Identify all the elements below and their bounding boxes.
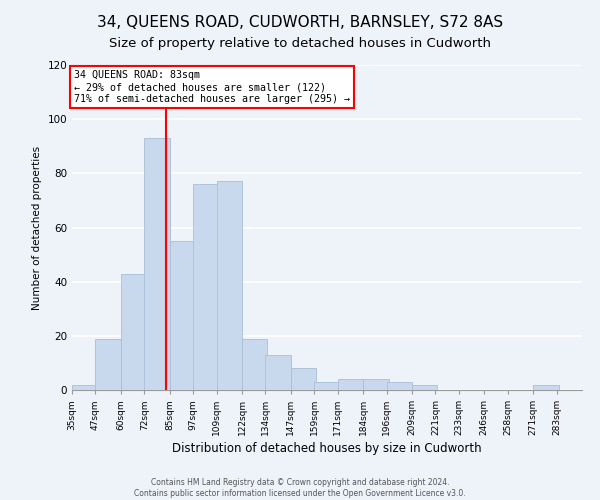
Bar [242, 338, 268, 390]
Bar [533, 384, 559, 390]
Bar [386, 382, 412, 390]
X-axis label: Distribution of detached houses by size in Cudworth: Distribution of detached houses by size … [172, 442, 482, 456]
Bar [193, 184, 218, 390]
Bar [291, 368, 316, 390]
Bar [363, 379, 389, 390]
Bar [338, 379, 363, 390]
Y-axis label: Number of detached properties: Number of detached properties [32, 146, 42, 310]
Bar [170, 241, 195, 390]
Bar [95, 338, 121, 390]
Bar [314, 382, 340, 390]
Bar [121, 274, 146, 390]
Bar [144, 138, 170, 390]
Bar [72, 384, 97, 390]
Bar [412, 384, 437, 390]
Text: 34 QUEENS ROAD: 83sqm
← 29% of detached houses are smaller (122)
71% of semi-det: 34 QUEENS ROAD: 83sqm ← 29% of detached … [74, 70, 350, 104]
Text: Contains HM Land Registry data © Crown copyright and database right 2024.
Contai: Contains HM Land Registry data © Crown c… [134, 478, 466, 498]
Bar [217, 182, 242, 390]
Text: Size of property relative to detached houses in Cudworth: Size of property relative to detached ho… [109, 38, 491, 51]
Text: 34, QUEENS ROAD, CUDWORTH, BARNSLEY, S72 8AS: 34, QUEENS ROAD, CUDWORTH, BARNSLEY, S72… [97, 15, 503, 30]
Bar [265, 355, 291, 390]
